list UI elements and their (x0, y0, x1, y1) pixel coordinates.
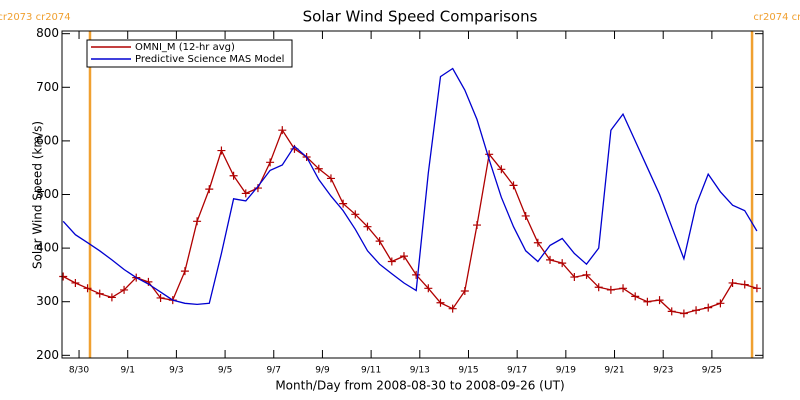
x-tick-label: 9/17 (507, 366, 527, 376)
x-tick-label: 9/13 (410, 366, 430, 376)
data-point (594, 283, 603, 292)
data-point (521, 211, 530, 220)
x-axis-label: Month/Day from 2008-08-30 to 2008-09-26 … (275, 379, 564, 393)
data-point (71, 278, 80, 287)
chart-title: Solar Wind Speed Comparisons (303, 8, 538, 26)
data-point (619, 284, 628, 293)
data-point (533, 238, 542, 247)
x-tick-label: 9/5 (218, 366, 232, 376)
data-point (399, 252, 408, 261)
data-point (752, 284, 761, 293)
data-point (582, 270, 591, 279)
data-point (278, 126, 287, 135)
data-point (485, 150, 494, 159)
data-point (728, 278, 737, 287)
x-tick-label: 9/25 (702, 366, 722, 376)
data-point (180, 267, 189, 276)
data-point (679, 309, 688, 318)
data-point (424, 284, 433, 293)
data-point (643, 297, 652, 306)
data-point (339, 199, 348, 208)
series-line (62, 128, 758, 315)
legend: OMNI_M (12-hr avg)Predictive Science MAS… (86, 39, 293, 68)
x-tick-label: 9/9 (315, 366, 330, 376)
data-point (716, 299, 725, 308)
data-point (107, 293, 116, 302)
data-point (740, 280, 749, 289)
data-point (253, 184, 262, 193)
data-point (497, 165, 506, 174)
x-tick-label: 9/1 (120, 366, 134, 376)
data-point (205, 185, 214, 194)
data-point (229, 171, 238, 180)
data-point (509, 181, 518, 190)
data-point (351, 210, 360, 219)
data-point (448, 304, 457, 313)
y-tick-label: 600 (36, 133, 59, 147)
x-tick-label: 9/21 (604, 366, 624, 376)
legend-box (86, 39, 293, 68)
data-point (667, 307, 676, 316)
x-tick-label: 9/23 (653, 366, 673, 376)
data-point (460, 286, 469, 295)
x-tick-label: 9/3 (169, 366, 183, 376)
y-tick-label: 200 (36, 348, 59, 362)
cr-label: cr2073 cr2074 (0, 12, 71, 23)
x-tick-label: 9/7 (267, 366, 281, 376)
y-tick-label: 700 (36, 80, 59, 94)
data-point (266, 158, 275, 167)
data-point (631, 292, 640, 301)
x-tick-label: 8/30 (69, 366, 89, 376)
x-tick-label: 9/11 (361, 366, 381, 376)
data-point (95, 289, 104, 298)
data-point (436, 298, 445, 307)
data-point (558, 259, 567, 268)
data-point (546, 255, 555, 264)
legend-label: Predictive Science MAS Model (135, 54, 284, 65)
legend-label: OMNI_M (12-hr avg) (135, 42, 235, 53)
data-point (570, 273, 579, 282)
data-point (655, 296, 664, 305)
data-point (193, 217, 202, 226)
data-point (412, 270, 421, 279)
cr-label: cr2074 cr2075 (753, 12, 800, 23)
x-tick-label: 9/19 (556, 366, 576, 376)
data-point (120, 285, 129, 294)
y-tick-label: 800 (36, 26, 59, 40)
data-point (241, 189, 250, 198)
data-point (704, 303, 713, 312)
series-line (62, 67, 758, 306)
x-tick-label: 9/15 (458, 366, 478, 376)
data-point (326, 174, 335, 183)
y-tick-label: 300 (36, 294, 59, 308)
y-tick-label: 400 (36, 241, 59, 255)
data-point (375, 237, 384, 246)
data-point (156, 293, 165, 302)
data-point (606, 285, 615, 294)
y-tick-label: 500 (36, 187, 59, 201)
data-point (473, 221, 482, 230)
data-point (217, 146, 226, 155)
data-point (314, 164, 323, 173)
data-point (59, 272, 68, 281)
plot-frame (61, 30, 764, 359)
data-point (83, 284, 92, 293)
data-point (692, 306, 701, 315)
data-point (363, 222, 372, 231)
y-axis-label: Solar Wind Speed (km/s) (31, 121, 45, 269)
data-point (387, 257, 396, 266)
